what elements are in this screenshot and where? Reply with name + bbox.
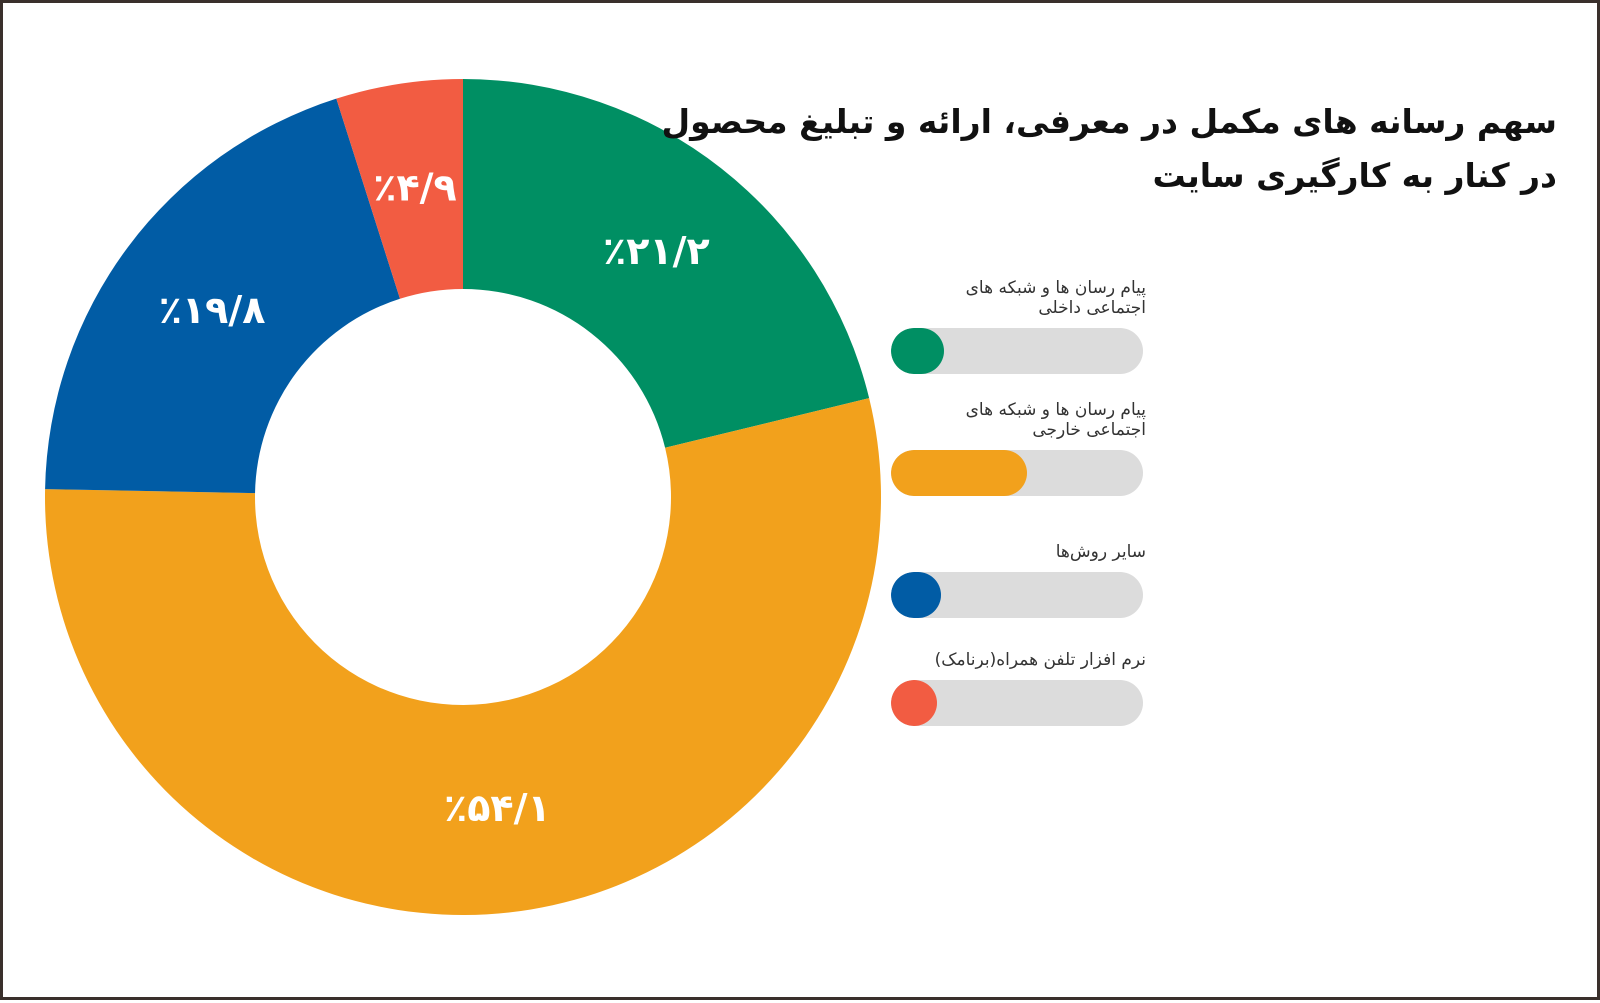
donut-chart: ٪۲۱/۲ ٪۵۴/۱ ٪۱۹/۸ ٪۴/۹ bbox=[44, 79, 881, 916]
legend-item-foreign-messengers: پیام رسان ها و شبکه های اجتماعی خارجی bbox=[891, 400, 1146, 496]
legend-track bbox=[891, 450, 1143, 496]
slice-domestic-messengers bbox=[463, 79, 870, 448]
slice-other-methods bbox=[45, 98, 400, 494]
donut-slices bbox=[44, 79, 881, 916]
chart-title: سهم رسانه های مکمل در معرفی، ارائه و تبل… bbox=[657, 95, 1557, 203]
legend-label: پیام رسان ها و شبکه های اجتماعی داخلی bbox=[965, 278, 1146, 318]
slice-mobile-app bbox=[336, 79, 463, 299]
chart-title-line-1: سهم رسانه های مکمل در معرفی، ارائه و تبل… bbox=[661, 102, 1557, 141]
slice-label-mobile-app: ٪۴/۹ bbox=[373, 166, 456, 210]
legend-item-other-methods: سایر روش‌ها bbox=[891, 542, 1146, 618]
legend-fill bbox=[891, 680, 937, 726]
legend-track bbox=[891, 328, 1143, 374]
legend-label: پیام رسان ها و شبکه های اجتماعی خارجی bbox=[965, 400, 1146, 440]
legend-item-mobile-app: نرم افزار تلفن همراه(برنامک) bbox=[891, 650, 1146, 726]
legend-label: سایر روش‌ها bbox=[1055, 542, 1146, 562]
slice-label-foreign-messengers: ٪۵۴/۱ bbox=[444, 786, 551, 830]
legend-fill bbox=[891, 328, 945, 374]
legend-fill bbox=[891, 450, 1028, 496]
donut-slice-labels: ٪۲۱/۲ ٪۵۴/۱ ٪۱۹/۸ ٪۴/۹ bbox=[159, 166, 710, 830]
legend-label: نرم افزار تلفن همراه(برنامک) bbox=[934, 650, 1146, 670]
legend-fill bbox=[891, 572, 941, 618]
legend-track bbox=[891, 680, 1143, 726]
legend-item-domestic-messengers: پیام رسان ها و شبکه های اجتماعی داخلی bbox=[891, 278, 1146, 374]
slice-label-other-methods: ٪۱۹/۸ bbox=[159, 288, 266, 332]
slice-label-domestic-messengers: ٪۲۱/۲ bbox=[603, 229, 710, 273]
slice-foreign-messengers bbox=[44, 398, 881, 916]
legend-track bbox=[891, 572, 1143, 618]
chart-title-line-2: در کنار به کارگیری سایت bbox=[1152, 156, 1557, 195]
